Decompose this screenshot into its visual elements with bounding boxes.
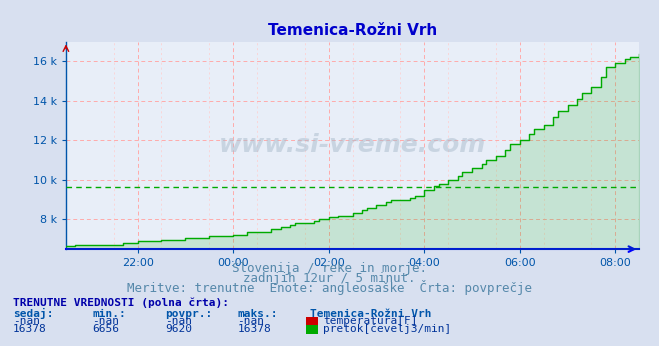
Text: 16378: 16378 <box>13 324 47 334</box>
Text: Meritve: trenutne  Enote: angleosaške  Črta: povprečje: Meritve: trenutne Enote: angleosaške Črt… <box>127 280 532 295</box>
Text: maks.:: maks.: <box>237 309 277 319</box>
Text: pretok[čevelj3/min]: pretok[čevelj3/min] <box>323 324 451 334</box>
Text: min.:: min.: <box>92 309 126 319</box>
Text: 16378: 16378 <box>237 324 271 334</box>
Text: zadnjih 12ur / 5 minut.: zadnjih 12ur / 5 minut. <box>243 272 416 285</box>
Text: Slovenija / reke in morje.: Slovenija / reke in morje. <box>232 262 427 275</box>
Text: 9620: 9620 <box>165 324 192 334</box>
Text: TRENUTNE VREDNOSTI (polna črta):: TRENUTNE VREDNOSTI (polna črta): <box>13 298 229 308</box>
Text: www.si-vreme.com: www.si-vreme.com <box>219 133 486 157</box>
Text: -nan: -nan <box>92 316 119 326</box>
Text: -nan: -nan <box>13 316 40 326</box>
Text: povpr.:: povpr.: <box>165 309 212 319</box>
Text: sedaj:: sedaj: <box>13 308 53 319</box>
Text: -nan: -nan <box>237 316 264 326</box>
Text: temperatura[F]: temperatura[F] <box>323 316 417 326</box>
Text: Temenica-Rožni Vrh: Temenica-Rožni Vrh <box>310 309 431 319</box>
Text: 6656: 6656 <box>92 324 119 334</box>
Text: -nan: -nan <box>165 316 192 326</box>
Title: Temenica-Rožni Vrh: Temenica-Rožni Vrh <box>268 22 437 38</box>
